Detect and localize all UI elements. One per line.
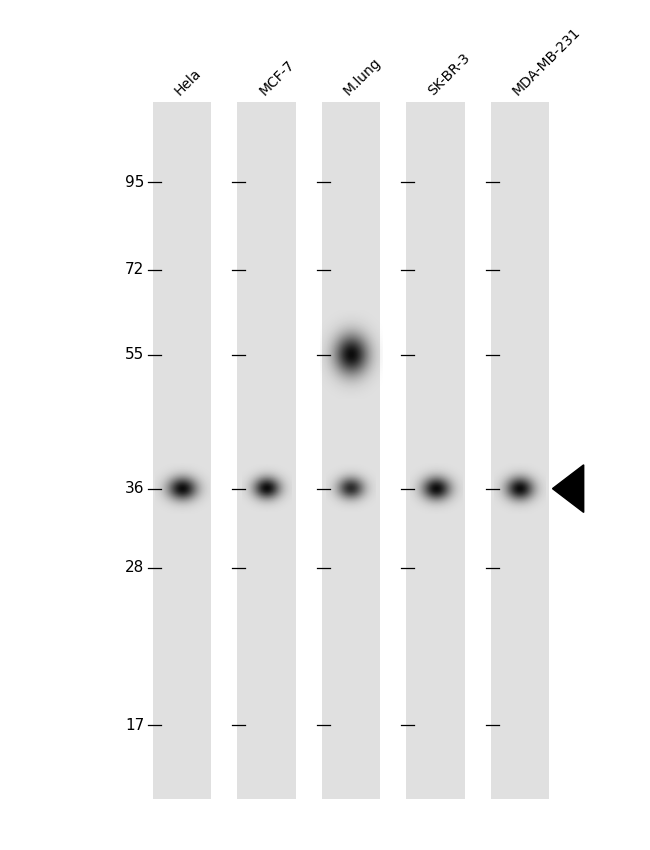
Bar <box>406 102 465 799</box>
Text: 95: 95 <box>125 175 144 190</box>
Polygon shape <box>552 465 584 513</box>
Text: M.lung: M.lung <box>341 55 384 98</box>
Bar <box>322 102 380 799</box>
Bar <box>153 102 211 799</box>
Text: MCF-7: MCF-7 <box>257 57 297 98</box>
Bar <box>237 102 296 799</box>
Text: SK-BR-3: SK-BR-3 <box>426 50 473 98</box>
Text: MDA-MB-231: MDA-MB-231 <box>510 25 583 98</box>
Bar <box>491 102 549 799</box>
Text: 72: 72 <box>125 263 144 277</box>
Text: 17: 17 <box>125 718 144 733</box>
Text: 36: 36 <box>125 481 144 496</box>
Text: 55: 55 <box>125 348 144 362</box>
Text: Hela: Hela <box>172 65 204 98</box>
Text: 28: 28 <box>125 560 144 575</box>
